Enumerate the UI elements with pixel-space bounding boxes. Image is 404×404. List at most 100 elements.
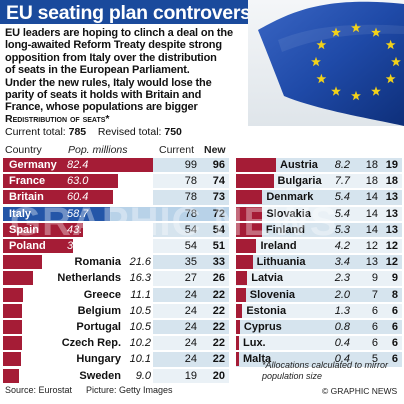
population-bar: [236, 271, 248, 286]
table-row: Czech Rep. 10.2 24 22: [3, 335, 229, 351]
table-row: Cyprus 0.8 6 6: [236, 319, 402, 335]
flag-star-icon: [316, 73, 327, 84]
row-current-seats: 7: [371, 288, 378, 301]
row-country: Slovenia: [249, 288, 295, 301]
row-band: [153, 239, 229, 254]
population-bar: [236, 303, 243, 318]
row-current-seats: 24: [184, 288, 197, 301]
table-row: Portugal 10.5 24 22: [3, 319, 229, 335]
table-row: Poland 38.2 54 51: [3, 238, 229, 254]
population-bar: [3, 303, 23, 318]
table-row: Greece 11.1 24 22: [3, 287, 229, 303]
row-new-seats: 19: [385, 159, 398, 171]
row-band: [236, 320, 402, 335]
table-row: Slovakia 5.4 14 13: [236, 206, 402, 222]
row-population: 4.2: [334, 240, 350, 252]
row-current-seats: 18: [365, 159, 378, 171]
table-row: Sweden 9.0 19 20: [3, 368, 229, 384]
row-population: 10.2: [129, 337, 151, 350]
row-population: 3.4: [334, 256, 350, 269]
table-row: Britain 60.4 78 73: [3, 189, 229, 205]
row-country: Netherlands: [57, 272, 121, 285]
population-bar: [236, 158, 276, 172]
row-new-seats: 22: [212, 337, 225, 350]
column-header-country: Country: [5, 144, 42, 156]
row-band: [153, 222, 229, 237]
row-current-seats: 13: [365, 256, 378, 269]
row-country: Lithuania: [256, 256, 306, 269]
row-country: Sweden: [79, 369, 121, 382]
population-bar: [3, 222, 83, 237]
chart-subtitle: Redistribution of seats*: [5, 113, 110, 125]
title-bar: EU seating plan controversy: [0, 0, 262, 24]
row-new-seats: 72: [212, 207, 225, 220]
row-country: Italy: [9, 207, 32, 220]
row-population: 21.6: [129, 256, 151, 269]
row-band: [236, 287, 402, 302]
row-population: 38.2: [67, 240, 89, 252]
row-band: [236, 239, 402, 254]
italy-highlight: [109, 206, 229, 221]
row-new-seats: 6: [391, 304, 398, 317]
row-current-seats: 24: [184, 353, 197, 366]
row-country: Denmark: [266, 191, 314, 204]
intro-line: parity of seats it holds with Britain an…: [5, 89, 202, 102]
row-current-seats: 78: [184, 207, 197, 220]
population-bar: [3, 174, 118, 189]
population-bar: [236, 336, 239, 351]
row-new-seats: 74: [212, 175, 225, 188]
flag-star-icon: [316, 39, 327, 50]
population-bar: [3, 255, 43, 270]
row-population: 11.1: [130, 288, 151, 301]
row-current-seats: 27: [184, 272, 197, 285]
row-population: 7.7: [334, 175, 350, 188]
row-country: Bulgaria: [277, 175, 322, 188]
row-current-seats: 14: [365, 191, 378, 204]
row-band: [153, 255, 229, 270]
row-new-seats: 33: [212, 256, 225, 269]
flag-star-icon: [311, 56, 321, 67]
table-row: Denmark 5.4 14 13: [236, 189, 402, 205]
row-country: Finland: [265, 223, 305, 236]
row-new-seats: 8: [391, 288, 398, 301]
row-country: Portugal: [76, 321, 121, 333]
row-band: [153, 158, 229, 173]
row-new-seats: 6: [391, 353, 398, 366]
row-current-seats: 12: [365, 240, 378, 252]
row-band: [153, 336, 229, 351]
row-band: [153, 320, 229, 335]
population-bar: [236, 239, 257, 253]
intro-text: EU leaders are hoping to clinch a deal o…: [5, 27, 255, 114]
row-country: Britain: [9, 191, 44, 204]
column-header-new: New: [204, 144, 226, 156]
population-bar: [236, 287, 246, 302]
row-new-seats: 73: [212, 191, 225, 204]
flag-star-icon: [351, 22, 361, 33]
row-country: Poland: [9, 240, 46, 252]
row-population: 8.2: [334, 159, 350, 171]
row-country: Cyprus: [243, 321, 282, 333]
intro-line: of seats in the European Parliament.: [5, 64, 190, 77]
table-row: Belgium 10.5 24 22: [3, 303, 229, 319]
row-current-seats: 24: [184, 337, 197, 350]
row-country: Estonia: [246, 304, 287, 317]
row-population: 5.4: [334, 207, 350, 220]
row-current-seats: 14: [365, 223, 378, 236]
row-new-seats: 54: [212, 223, 225, 236]
row-band: [236, 190, 402, 205]
population-bar: [236, 255, 253, 270]
row-new-seats: 22: [212, 321, 225, 333]
row-current-seats: 5: [371, 353, 378, 366]
population-bar: [236, 206, 263, 221]
population-bar: [3, 206, 110, 221]
row-population: 1.3: [334, 304, 350, 317]
intro-line: opposition from Italy over the distribut…: [5, 51, 217, 64]
flag-star-icon: [385, 73, 396, 84]
row-new-seats: 26: [212, 272, 225, 285]
current-total-label: Current total:: [5, 126, 66, 138]
row-new-seats: 9: [391, 272, 398, 285]
row-population: 58.7: [67, 207, 89, 220]
row-current-seats: 19: [184, 369, 197, 382]
row-population: 2.0: [334, 288, 350, 301]
